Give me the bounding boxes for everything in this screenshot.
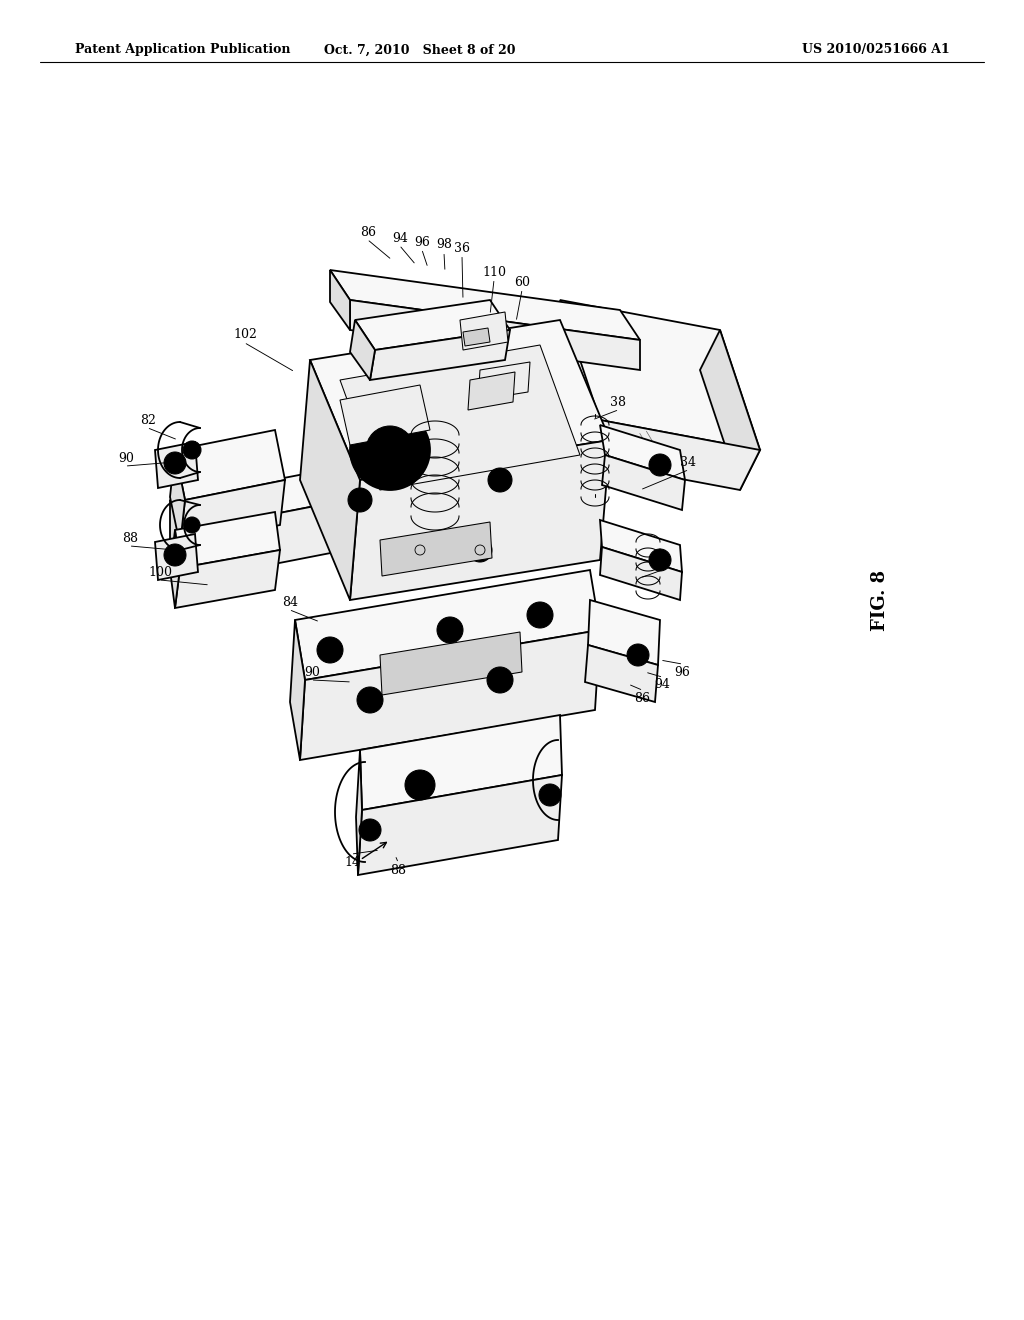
Circle shape	[357, 686, 383, 713]
Polygon shape	[355, 300, 510, 350]
Text: 96: 96	[674, 665, 690, 678]
Text: 88: 88	[122, 532, 138, 544]
Text: 86: 86	[634, 692, 650, 705]
Polygon shape	[180, 480, 285, 545]
Text: 34: 34	[680, 455, 696, 469]
Circle shape	[539, 784, 561, 807]
Polygon shape	[310, 319, 610, 480]
Text: 94: 94	[654, 678, 670, 692]
Polygon shape	[460, 312, 508, 350]
Text: 90: 90	[304, 665, 319, 678]
Circle shape	[366, 426, 414, 474]
Polygon shape	[155, 442, 198, 488]
Text: 98: 98	[654, 556, 670, 569]
Circle shape	[350, 411, 430, 490]
Text: 82: 82	[140, 413, 156, 426]
Polygon shape	[350, 300, 640, 370]
Text: 14: 14	[344, 855, 360, 869]
Polygon shape	[600, 546, 682, 601]
Polygon shape	[370, 330, 510, 380]
Polygon shape	[300, 360, 360, 601]
Polygon shape	[600, 520, 682, 572]
Circle shape	[406, 770, 435, 800]
Polygon shape	[602, 455, 685, 510]
Polygon shape	[175, 430, 285, 500]
Circle shape	[487, 667, 513, 693]
Polygon shape	[290, 620, 305, 760]
Circle shape	[649, 549, 671, 572]
Text: 96: 96	[414, 235, 430, 248]
Polygon shape	[350, 440, 610, 601]
Circle shape	[408, 539, 432, 562]
Polygon shape	[295, 570, 600, 680]
Polygon shape	[170, 531, 180, 609]
Text: 84: 84	[282, 595, 298, 609]
Text: 36: 36	[454, 242, 470, 255]
Circle shape	[359, 818, 381, 841]
Text: 38: 38	[610, 396, 626, 408]
Circle shape	[488, 469, 512, 492]
Text: FIG. 8: FIG. 8	[871, 569, 889, 631]
Polygon shape	[170, 450, 185, 545]
Polygon shape	[175, 550, 280, 609]
Polygon shape	[560, 300, 760, 450]
Text: US 2010/0251666 A1: US 2010/0251666 A1	[802, 44, 950, 57]
Text: 98: 98	[436, 239, 452, 252]
Polygon shape	[468, 372, 515, 411]
Polygon shape	[330, 271, 640, 341]
Polygon shape	[356, 750, 362, 875]
Text: 94: 94	[392, 231, 408, 244]
Circle shape	[164, 451, 186, 474]
Polygon shape	[193, 470, 500, 579]
Polygon shape	[588, 601, 660, 665]
Text: 100: 100	[148, 565, 172, 578]
Text: 102: 102	[233, 329, 257, 342]
Polygon shape	[155, 535, 198, 579]
Polygon shape	[585, 645, 658, 702]
Circle shape	[184, 517, 200, 533]
Polygon shape	[700, 330, 760, 490]
Circle shape	[348, 488, 372, 512]
Circle shape	[627, 644, 649, 667]
Circle shape	[183, 441, 201, 459]
Text: 60: 60	[514, 276, 530, 289]
Text: 88: 88	[390, 863, 406, 876]
Text: Patent Application Publication: Patent Application Publication	[75, 44, 291, 57]
Text: 110: 110	[482, 265, 506, 279]
Circle shape	[468, 539, 492, 562]
Polygon shape	[600, 425, 685, 480]
Polygon shape	[170, 500, 193, 579]
Text: 90: 90	[118, 451, 134, 465]
Polygon shape	[340, 345, 580, 490]
Polygon shape	[360, 715, 562, 810]
Circle shape	[317, 638, 343, 663]
Polygon shape	[340, 385, 430, 445]
Polygon shape	[330, 271, 350, 330]
Circle shape	[380, 440, 400, 459]
Polygon shape	[175, 512, 280, 568]
Circle shape	[527, 602, 553, 628]
Polygon shape	[300, 630, 600, 760]
Circle shape	[437, 616, 463, 643]
Polygon shape	[580, 420, 760, 490]
Polygon shape	[463, 327, 490, 346]
Text: 86: 86	[360, 226, 376, 239]
Polygon shape	[478, 362, 530, 400]
Polygon shape	[380, 632, 522, 696]
Polygon shape	[350, 319, 375, 380]
Polygon shape	[170, 440, 500, 531]
Polygon shape	[358, 775, 562, 875]
Circle shape	[164, 544, 186, 566]
Polygon shape	[380, 521, 492, 576]
Text: Oct. 7, 2010   Sheet 8 of 20: Oct. 7, 2010 Sheet 8 of 20	[325, 44, 516, 57]
Circle shape	[649, 454, 671, 477]
